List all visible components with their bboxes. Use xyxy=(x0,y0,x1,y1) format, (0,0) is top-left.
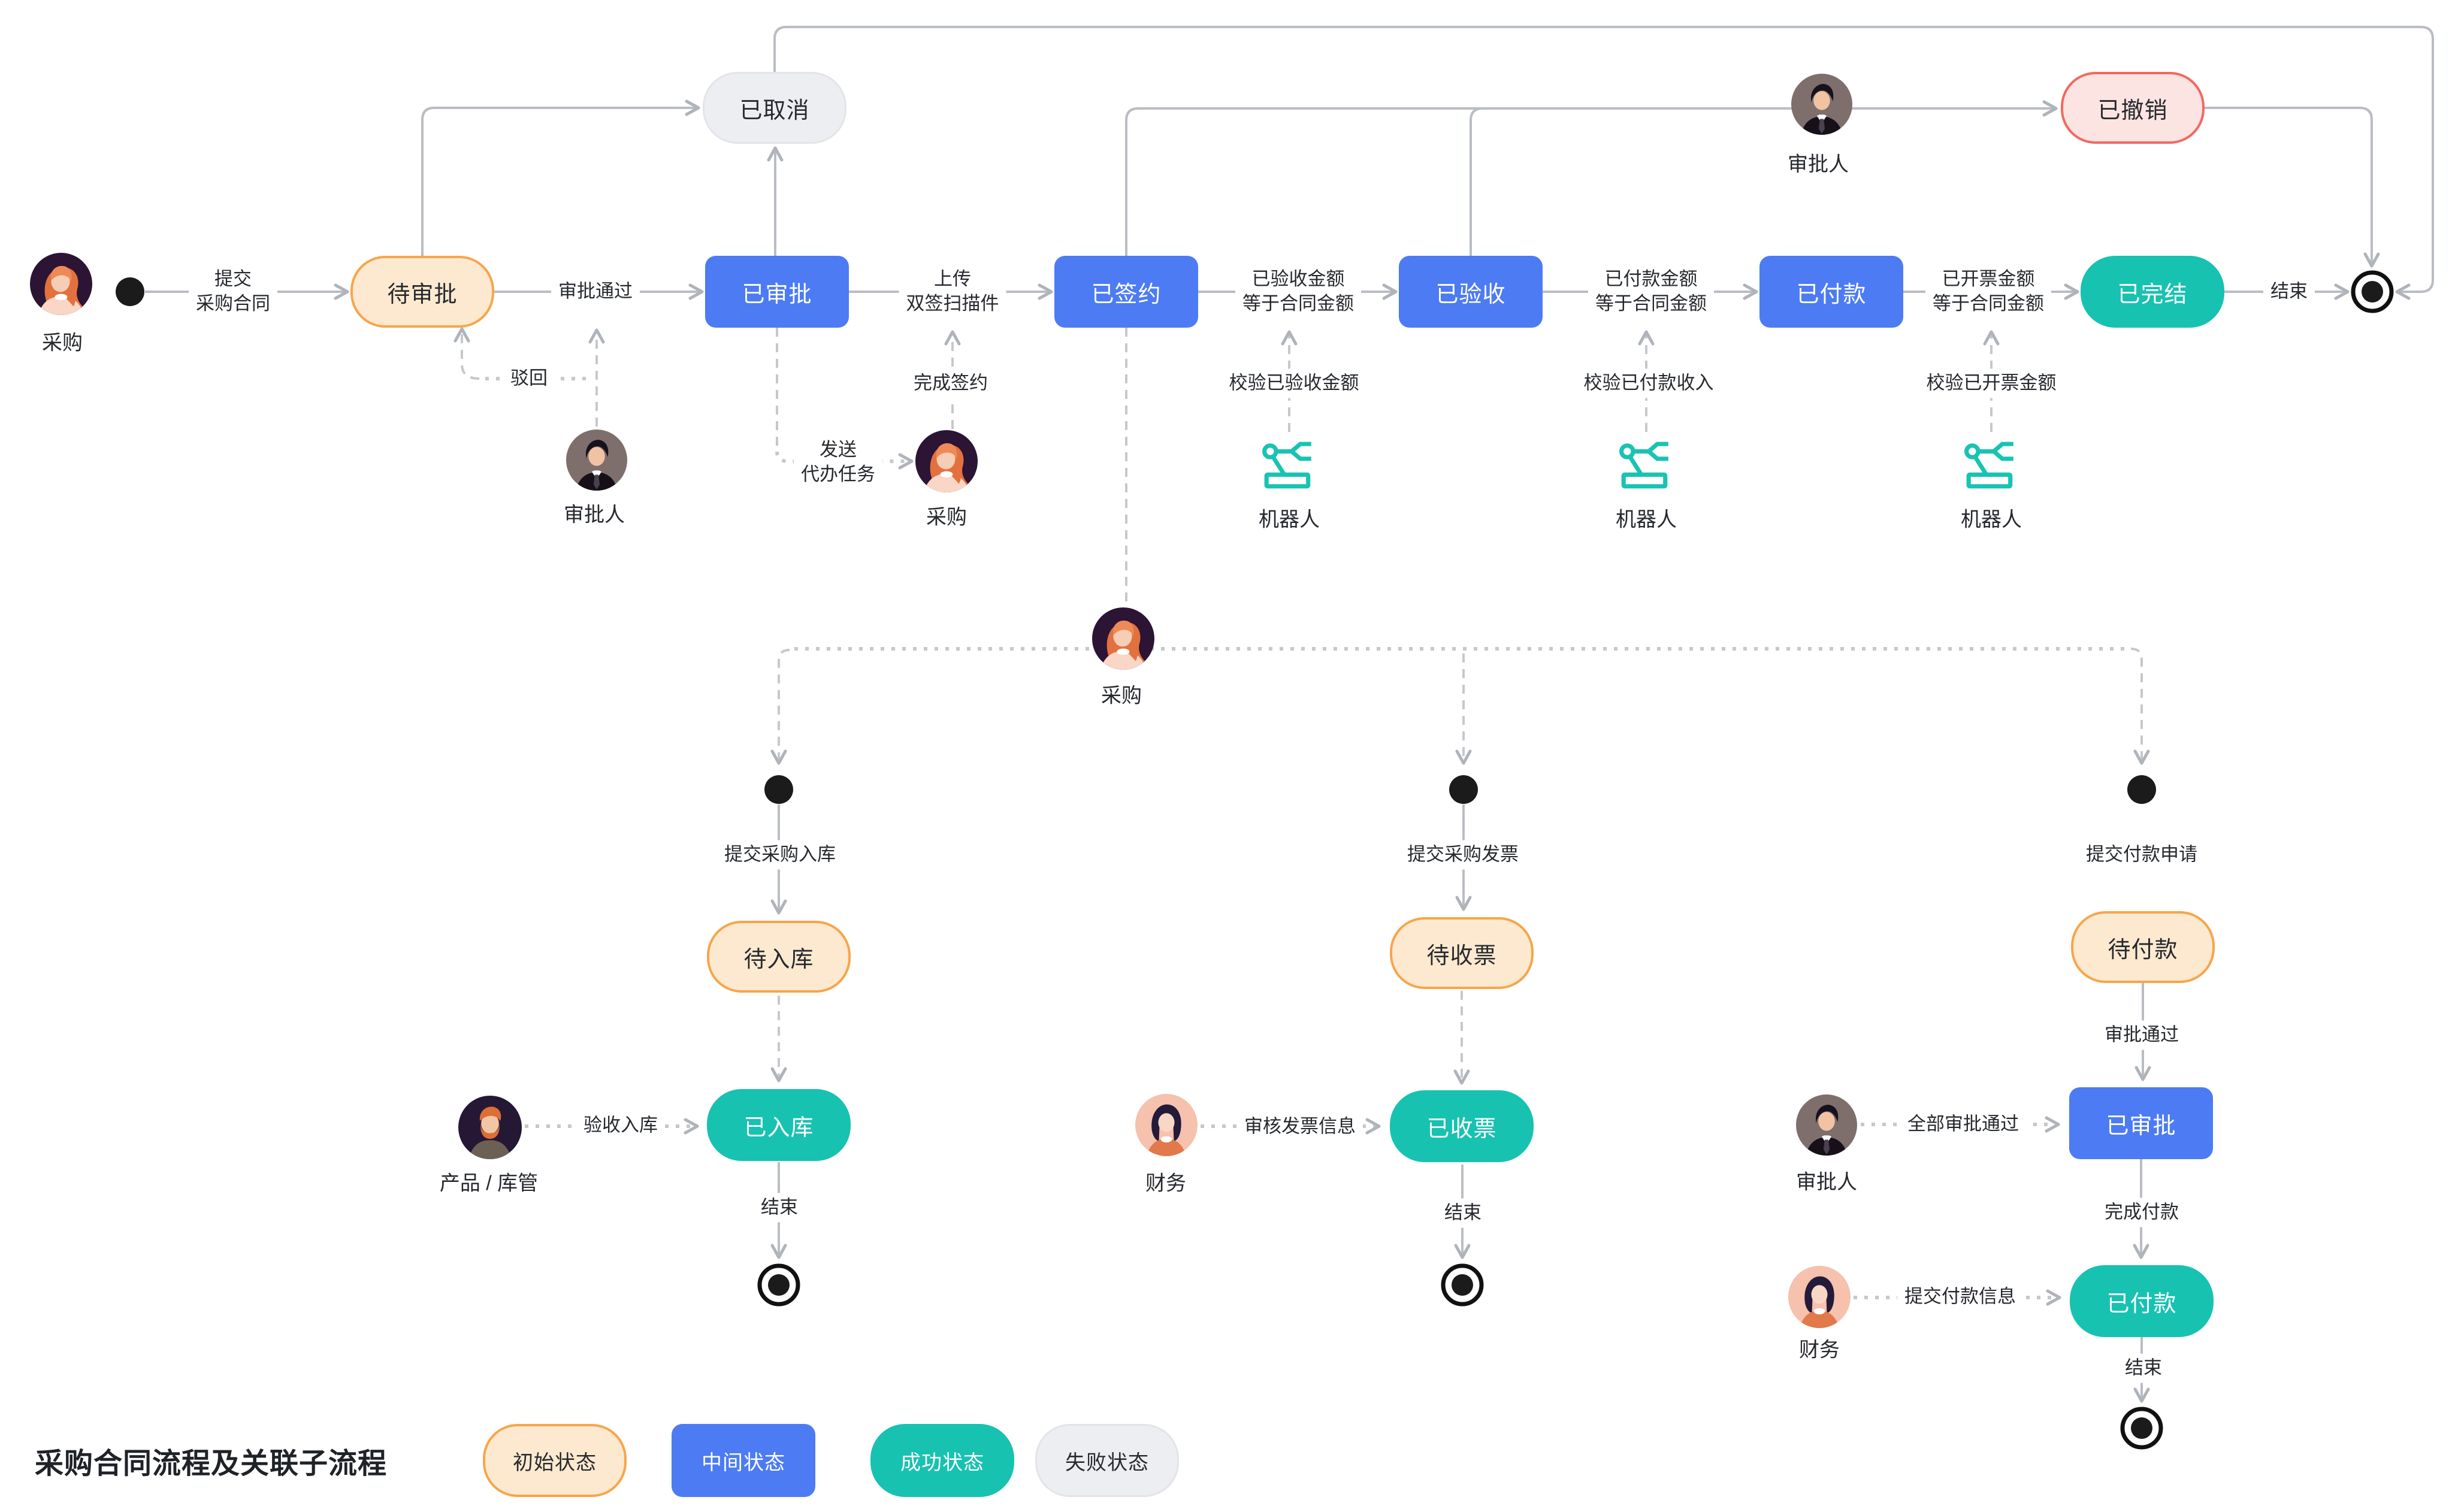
legend-intermediate-state: 中间状态 xyxy=(672,1424,815,1497)
robot-icon-pay xyxy=(1619,440,1673,490)
label-submit-contract: 提交 采购合同 xyxy=(189,265,277,319)
label-submit-pay-info: 提交付款信息 xyxy=(1897,1282,2023,1312)
edge-pending-to-cancelled xyxy=(421,99,700,256)
start-dot-main xyxy=(116,277,144,306)
label-upload-scan: 上传 双签扫描件 xyxy=(899,265,1006,319)
role-label-finance-payment: 财务 xyxy=(1799,1338,1840,1362)
label-review-invoice: 审核发票信息 xyxy=(1237,1112,1363,1142)
end-node-payment xyxy=(2120,1407,2163,1450)
label-accepted-eq: 已验收金额 等于合同金额 xyxy=(1235,265,1361,319)
label-send-todo: 发送 代办任务 xyxy=(794,436,882,489)
node-approved: 已审批 xyxy=(705,256,849,328)
edge-signed-to-revoked xyxy=(1125,100,2058,256)
role-label-buyer-sign: 采购 xyxy=(926,506,967,529)
node-payment-done: 已付款 xyxy=(2070,1265,2214,1337)
warehouse-avatar xyxy=(458,1096,522,1159)
edge-spine-left-down xyxy=(770,649,790,765)
label-approve-pass: 审批通过 xyxy=(551,277,640,307)
start-dot-inbound xyxy=(764,775,793,804)
buyer-avatar-subflows xyxy=(1092,607,1154,670)
edge-cancelled-to-end xyxy=(773,26,2434,300)
label-verify-invoiced: 校验已开票金额 xyxy=(1919,368,2064,398)
label-finish-payment: 结束 xyxy=(2118,1353,2169,1383)
label-approve-pass-2: 审批通过 xyxy=(2097,1020,2186,1050)
label-all-approved: 全部审批通过 xyxy=(1900,1109,2026,1139)
node-accepted: 已验收 xyxy=(1399,256,1543,328)
start-dot-payment xyxy=(2127,775,2156,804)
label-finish-main: 结束 xyxy=(2263,277,2315,307)
approver-avatar-main xyxy=(566,430,627,491)
label-finish-inbound: 结束 xyxy=(754,1193,805,1223)
label-complete-sign: 完成签约 xyxy=(906,368,995,398)
node-paid: 已付款 xyxy=(1759,256,1903,328)
finance-avatar-invoice xyxy=(1135,1094,1198,1156)
label-verify-accepted: 校验已验收金额 xyxy=(1222,368,1366,398)
label-paid-eq: 已付款金额 等于合同金额 xyxy=(1588,265,1714,319)
label-verify-paid: 校验已付款收入 xyxy=(1576,368,1721,398)
edge-reject-up xyxy=(453,327,480,380)
role-label-robot-2: 机器人 xyxy=(1616,508,1677,531)
start-dot-invoice xyxy=(1449,775,1478,804)
role-label-approver-revoke: 审批人 xyxy=(1788,153,1849,176)
role-label-approver-payment: 审批人 xyxy=(1796,1171,1857,1194)
node-revoked: 已撤销 xyxy=(2061,72,2205,144)
edge-revoked-to-end xyxy=(2205,107,2380,268)
finance-avatar-payment xyxy=(1788,1266,1851,1328)
role-label-warehouse: 产品 / 库管 xyxy=(439,1172,539,1195)
edge-send-todo xyxy=(775,451,914,470)
approver-avatar-payment xyxy=(1796,1094,1857,1156)
end-node-main xyxy=(2351,270,2394,313)
node-pending-inbound: 待入库 xyxy=(707,921,851,993)
node-pending-payment: 待付款 xyxy=(2071,911,2215,983)
node-payment-approved: 已审批 xyxy=(2069,1087,2213,1159)
label-submit-inbound: 提交采购入库 xyxy=(717,840,843,870)
legend-success-state: 成功状态 xyxy=(870,1424,1014,1497)
robot-icon-invoice xyxy=(1964,440,2018,490)
node-pending-approval: 待审批 xyxy=(350,256,494,328)
node-inbound-done: 已入库 xyxy=(707,1089,851,1161)
node-invoice-received: 已收票 xyxy=(1390,1090,1534,1162)
node-completed: 已完结 xyxy=(2081,256,2224,328)
node-pending-invoice: 待收票 xyxy=(1390,917,1534,989)
end-node-invoice xyxy=(1441,1263,1484,1307)
page-title: 采购合同流程及关联子流程 xyxy=(35,1448,388,1480)
label-submit-payment: 提交付款申请 xyxy=(2079,840,2205,870)
buyer-avatar-start xyxy=(30,253,92,315)
approver-avatar-revoke xyxy=(1791,74,1852,135)
label-invoiced-eq: 已开票金额 等于合同金额 xyxy=(1925,265,2051,319)
role-label-buyer-start: 采购 xyxy=(42,331,83,355)
role-label-buyer-subflows: 采购 xyxy=(1101,684,1142,707)
role-label-finance-invoice: 财务 xyxy=(1145,1172,1186,1195)
role-label-approver-main: 审批人 xyxy=(564,503,625,527)
label-complete-payment: 完成付款 xyxy=(2097,1197,2186,1227)
role-label-robot-1: 机器人 xyxy=(1259,508,1320,531)
role-label-robot-3: 机器人 xyxy=(1961,508,2022,531)
label-submit-invoice: 提交采购发票 xyxy=(1400,840,1526,870)
edge-accepted-up-merge xyxy=(1470,107,1483,256)
buyer-avatar-sign xyxy=(915,430,978,492)
label-finish-invoice: 结束 xyxy=(1437,1198,1489,1228)
legend-fail-state: 失败状态 xyxy=(1035,1424,1179,1497)
label-accept-inbound: 验收入库 xyxy=(576,1111,665,1141)
robot-icon-accept xyxy=(1262,440,1316,490)
edge-spine-right-down xyxy=(2130,648,2150,765)
label-reject: 驳回 xyxy=(503,364,555,394)
legend-initial-state: 初始状态 xyxy=(483,1424,627,1497)
end-node-inbound xyxy=(757,1263,800,1307)
node-cancelled: 已取消 xyxy=(703,72,846,144)
node-signed: 已签约 xyxy=(1054,256,1198,328)
